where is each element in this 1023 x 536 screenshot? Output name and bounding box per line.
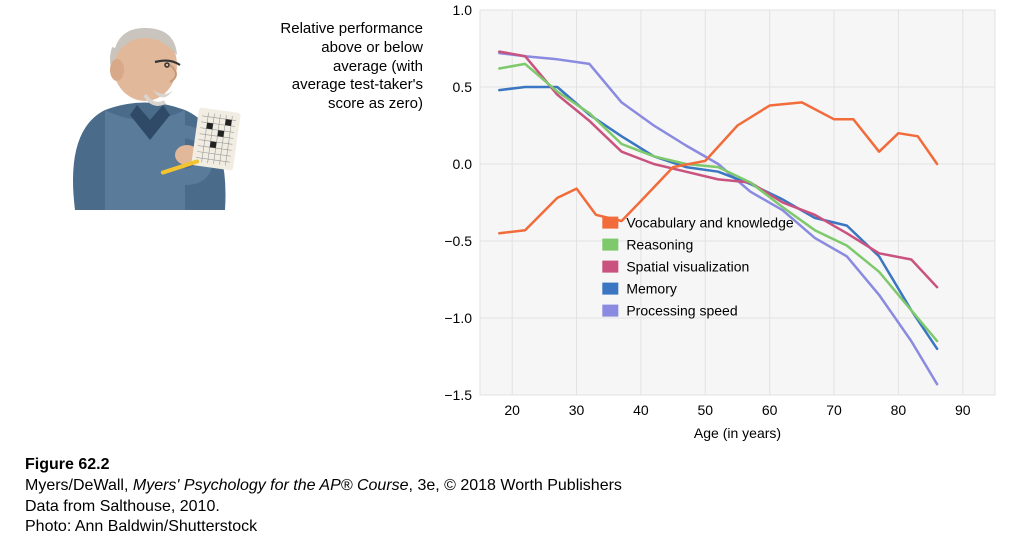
caption-line: Myers/DeWall, Myers' Psychology for the … xyxy=(25,476,622,497)
ylabel-line: score as zero) xyxy=(253,95,423,114)
x-tick-label: 50 xyxy=(698,402,714,418)
y-tick-label: −1.0 xyxy=(444,310,472,326)
y-tick-label: −0.5 xyxy=(444,233,472,249)
x-tick-label: 90 xyxy=(955,402,971,418)
line-chart: −1.5 −1.0 −0.5 0.0 0.5 1.0 20 30 40 50 60 70 80 90 Age… xyxy=(420,0,1020,450)
y-tick-label: 0.0 xyxy=(453,156,473,172)
ylabel-line: above or below xyxy=(253,39,423,58)
caption-line: Photo: Ann Baldwin/Shutterstock xyxy=(25,517,622,536)
ylabel-line: Relative performance xyxy=(253,20,423,39)
ylabel-line: average (with xyxy=(253,58,423,77)
legend-label: Spatial visualization xyxy=(626,259,749,275)
x-tick-label: 80 xyxy=(891,402,907,418)
y-tick-label: 1.0 xyxy=(453,2,473,18)
x-tick-label: 70 xyxy=(826,402,842,418)
x-axis-label: Age (in years) xyxy=(694,425,781,441)
figure-number: Figure 62.2 xyxy=(25,455,622,476)
x-tick-label: 30 xyxy=(569,402,585,418)
y-tick-label: −1.5 xyxy=(444,387,472,403)
legend-swatch xyxy=(602,305,618,317)
caption-line: Data from Salthouse, 2010. xyxy=(25,497,622,518)
legend-label: Reasoning xyxy=(626,237,693,253)
x-tick-label: 40 xyxy=(633,402,649,418)
legend-swatch xyxy=(602,283,618,295)
x-tick-label: 20 xyxy=(504,402,520,418)
legend-swatch xyxy=(602,239,618,251)
legend-label: Memory xyxy=(626,281,677,297)
y-axis-description: Relative performance above or below aver… xyxy=(253,20,423,114)
legend-label: Processing speed xyxy=(626,303,737,319)
legend-swatch xyxy=(602,261,618,273)
legend-swatch xyxy=(602,217,618,229)
ylabel-line: average test-taker's xyxy=(253,76,423,95)
textbook-photo xyxy=(35,10,265,210)
y-tick-label: 0.5 xyxy=(453,79,473,95)
plot-bg xyxy=(480,10,995,395)
x-tick-label: 60 xyxy=(762,402,778,418)
legend-label: Vocabulary and knowledge xyxy=(626,215,794,231)
figure-caption: Figure 62.2 Myers/DeWall, Myers' Psychol… xyxy=(25,455,622,536)
